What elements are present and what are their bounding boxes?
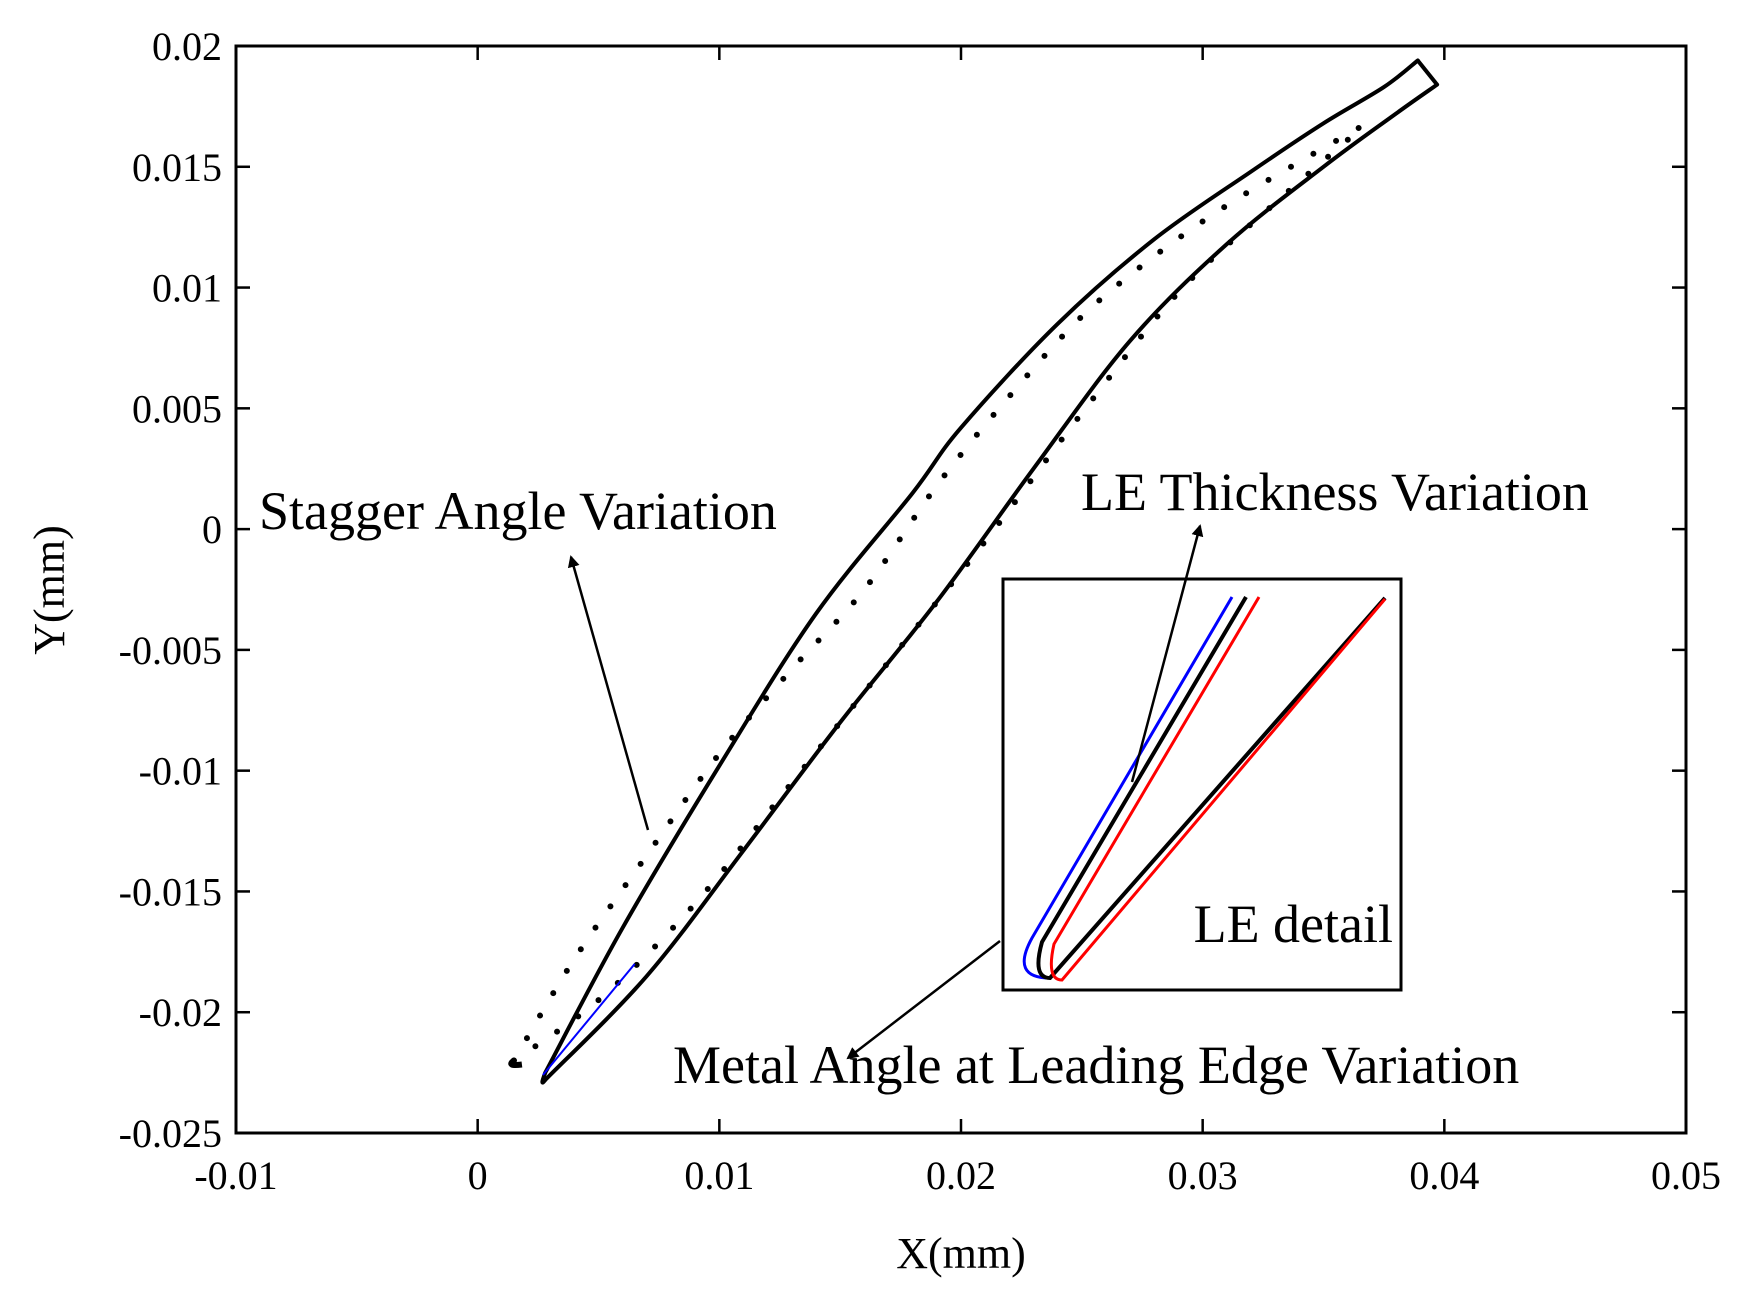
y-axis-label: Y(mm) — [25, 525, 74, 655]
x-tick-label: -0.01 — [194, 1153, 277, 1198]
y-tick-label: 0.015 — [132, 145, 222, 190]
series-line-baseline-blade-suction-side — [543, 58, 1420, 1075]
y-tick-label: 0 — [202, 507, 222, 552]
annotations: Stagger Angle Variation LE Thickness Var… — [259, 462, 1589, 1095]
le-detail-inset: LE detail — [1001, 577, 1403, 992]
inset-title: LE detail — [1194, 894, 1393, 954]
le-variation-blue-trace — [542, 963, 636, 1076]
x-tick-label: 0.01 — [684, 1153, 754, 1198]
blade-trailing-edge — [1416, 59, 1439, 86]
y-tick-label: -0.02 — [139, 990, 222, 1035]
y-tick-label: 0.02 — [152, 24, 222, 69]
x-tick-label: 0.02 — [926, 1153, 996, 1198]
x-tick-labels: -0.01 0 0.01 0.02 0.03 0.04 0.05 — [194, 1153, 1721, 1198]
y-tick-label: -0.01 — [139, 749, 222, 794]
annotation-metal-angle-arrow — [846, 940, 1001, 1060]
annotation-stagger-angle: Stagger Angle Variation — [259, 481, 777, 541]
annotation-le-thickness: LE Thickness Variation — [1081, 462, 1589, 522]
annotation-le-thickness-arrow — [1130, 524, 1204, 783]
plot-area — [234, 44, 1688, 1135]
y-tick-labels: 0.02 0.015 0.01 0.005 0 -0.005 -0.01 -0.015 -0.0… — [119, 24, 222, 1156]
y-tick-label: -0.025 — [119, 1111, 222, 1156]
inset-red-curve — [1049, 596, 1387, 982]
y-tick-label: -0.015 — [119, 869, 222, 914]
ticks — [234, 44, 1688, 1135]
annotation-stagger-arrow — [567, 555, 650, 831]
series-layer — [508, 58, 1440, 1085]
x-axis-label: X(mm) — [896, 1229, 1026, 1278]
stagger-leading-edge — [508, 1058, 523, 1069]
annotation-metal-angle: Metal Angle at Leading Edge Variation — [673, 1035, 1519, 1095]
x-tick-label: 0.04 — [1409, 1153, 1479, 1198]
y-tick-label: 0.005 — [132, 386, 222, 431]
y-tick-label: -0.005 — [119, 628, 222, 673]
y-tick-label: 0.01 — [152, 266, 222, 311]
inset-black-curve — [1036, 595, 1387, 981]
x-tick-label: 0.03 — [1168, 1153, 1238, 1198]
x-tick-label: 0.05 — [1651, 1153, 1721, 1198]
x-tick-label: 0 — [468, 1153, 488, 1198]
blade-leading-edge — [540, 1071, 548, 1085]
series-line-baseline-blade-pressure-side — [543, 82, 1440, 1082]
